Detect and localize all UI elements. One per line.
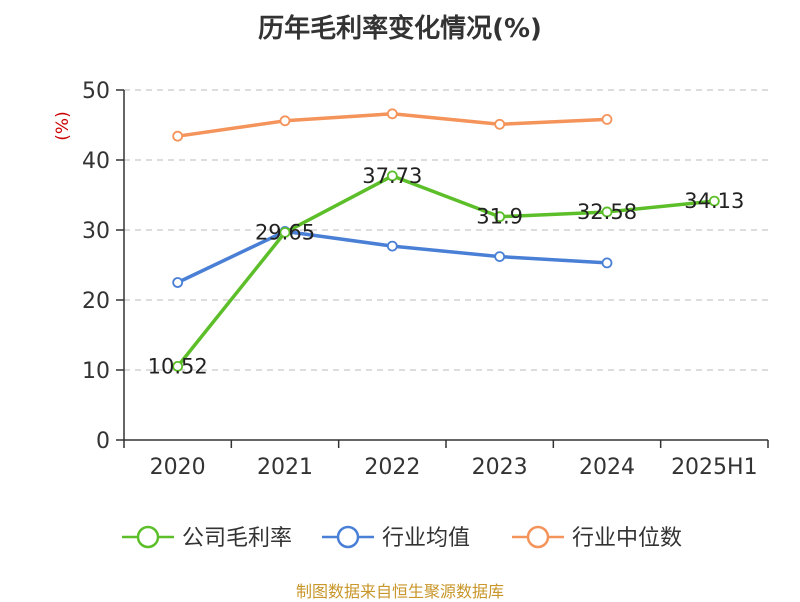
data-point bbox=[494, 251, 506, 263]
data-point bbox=[601, 206, 613, 218]
y-tick-label: 0 bbox=[96, 429, 110, 454]
data-point bbox=[708, 195, 720, 207]
data-point bbox=[601, 114, 613, 125]
legend-swatch-marker bbox=[336, 525, 360, 549]
series-lines bbox=[172, 108, 720, 372]
series-line-0 bbox=[176, 174, 715, 368]
y-tick-label: 20 bbox=[82, 289, 110, 314]
legend-swatch-marker bbox=[136, 525, 160, 549]
data-point bbox=[494, 211, 506, 223]
data-labels: 10.52 29.65 37.73 31.9 32.58 34.13 bbox=[148, 164, 745, 378]
x-tick-label: 2024 bbox=[579, 455, 635, 480]
x-tick-label: 2023 bbox=[472, 455, 528, 480]
legend-item[interactable]: 公司毛利率 bbox=[122, 525, 292, 551]
chart-title: 历年毛利率变化情况(%) bbox=[258, 14, 542, 44]
data-point bbox=[279, 227, 291, 238]
data-label: 34.13 bbox=[684, 189, 744, 213]
source-footer: 制图数据来自恒生聚源数据库 bbox=[295, 582, 504, 601]
data-point bbox=[386, 240, 398, 252]
y-tick-label: 40 bbox=[82, 149, 110, 174]
legend-swatch-marker bbox=[526, 525, 550, 549]
data-point bbox=[494, 118, 506, 130]
data-label: 32.58 bbox=[577, 200, 637, 224]
data-point bbox=[386, 108, 398, 120]
legend-item[interactable]: 行业均值 bbox=[322, 525, 470, 551]
data-label: 10.52 bbox=[148, 354, 208, 378]
grid-lines bbox=[124, 89, 768, 371]
data-label: 37.73 bbox=[362, 164, 422, 188]
x-tick-label: 2021 bbox=[257, 455, 313, 480]
y-tick-label: 50 bbox=[82, 79, 110, 104]
data-point bbox=[172, 130, 184, 142]
data-point bbox=[601, 257, 613, 269]
data-point bbox=[172, 360, 184, 372]
x-tick-label: 2025H1 bbox=[671, 455, 758, 480]
data-point bbox=[386, 170, 398, 182]
y-axis-unit-label: (%) bbox=[53, 111, 73, 140]
y-tick-label: 30 bbox=[82, 219, 110, 244]
legend-label: 公司毛利率 bbox=[182, 526, 292, 551]
data-point bbox=[172, 277, 184, 288]
legend-label: 行业均值 bbox=[382, 526, 470, 551]
x-tick-label: 2022 bbox=[364, 455, 420, 480]
legend-label: 行业中位数 bbox=[572, 526, 682, 551]
data-point bbox=[279, 115, 291, 127]
legend[interactable]: 公司毛利率 行业均值 行业中位数 bbox=[122, 525, 682, 551]
data-label: 29.65 bbox=[255, 220, 315, 244]
data-label: 31.9 bbox=[476, 205, 523, 229]
x-tick-label: 2020 bbox=[150, 455, 206, 480]
series-line-1 bbox=[176, 229, 608, 285]
axes: 0 10 20 30 40 50 2020 2021 2022 2023 2024 2025H1 bbox=[82, 79, 769, 480]
y-tick-label: 10 bbox=[82, 359, 110, 384]
legend-item[interactable]: 行业中位数 bbox=[512, 525, 682, 551]
